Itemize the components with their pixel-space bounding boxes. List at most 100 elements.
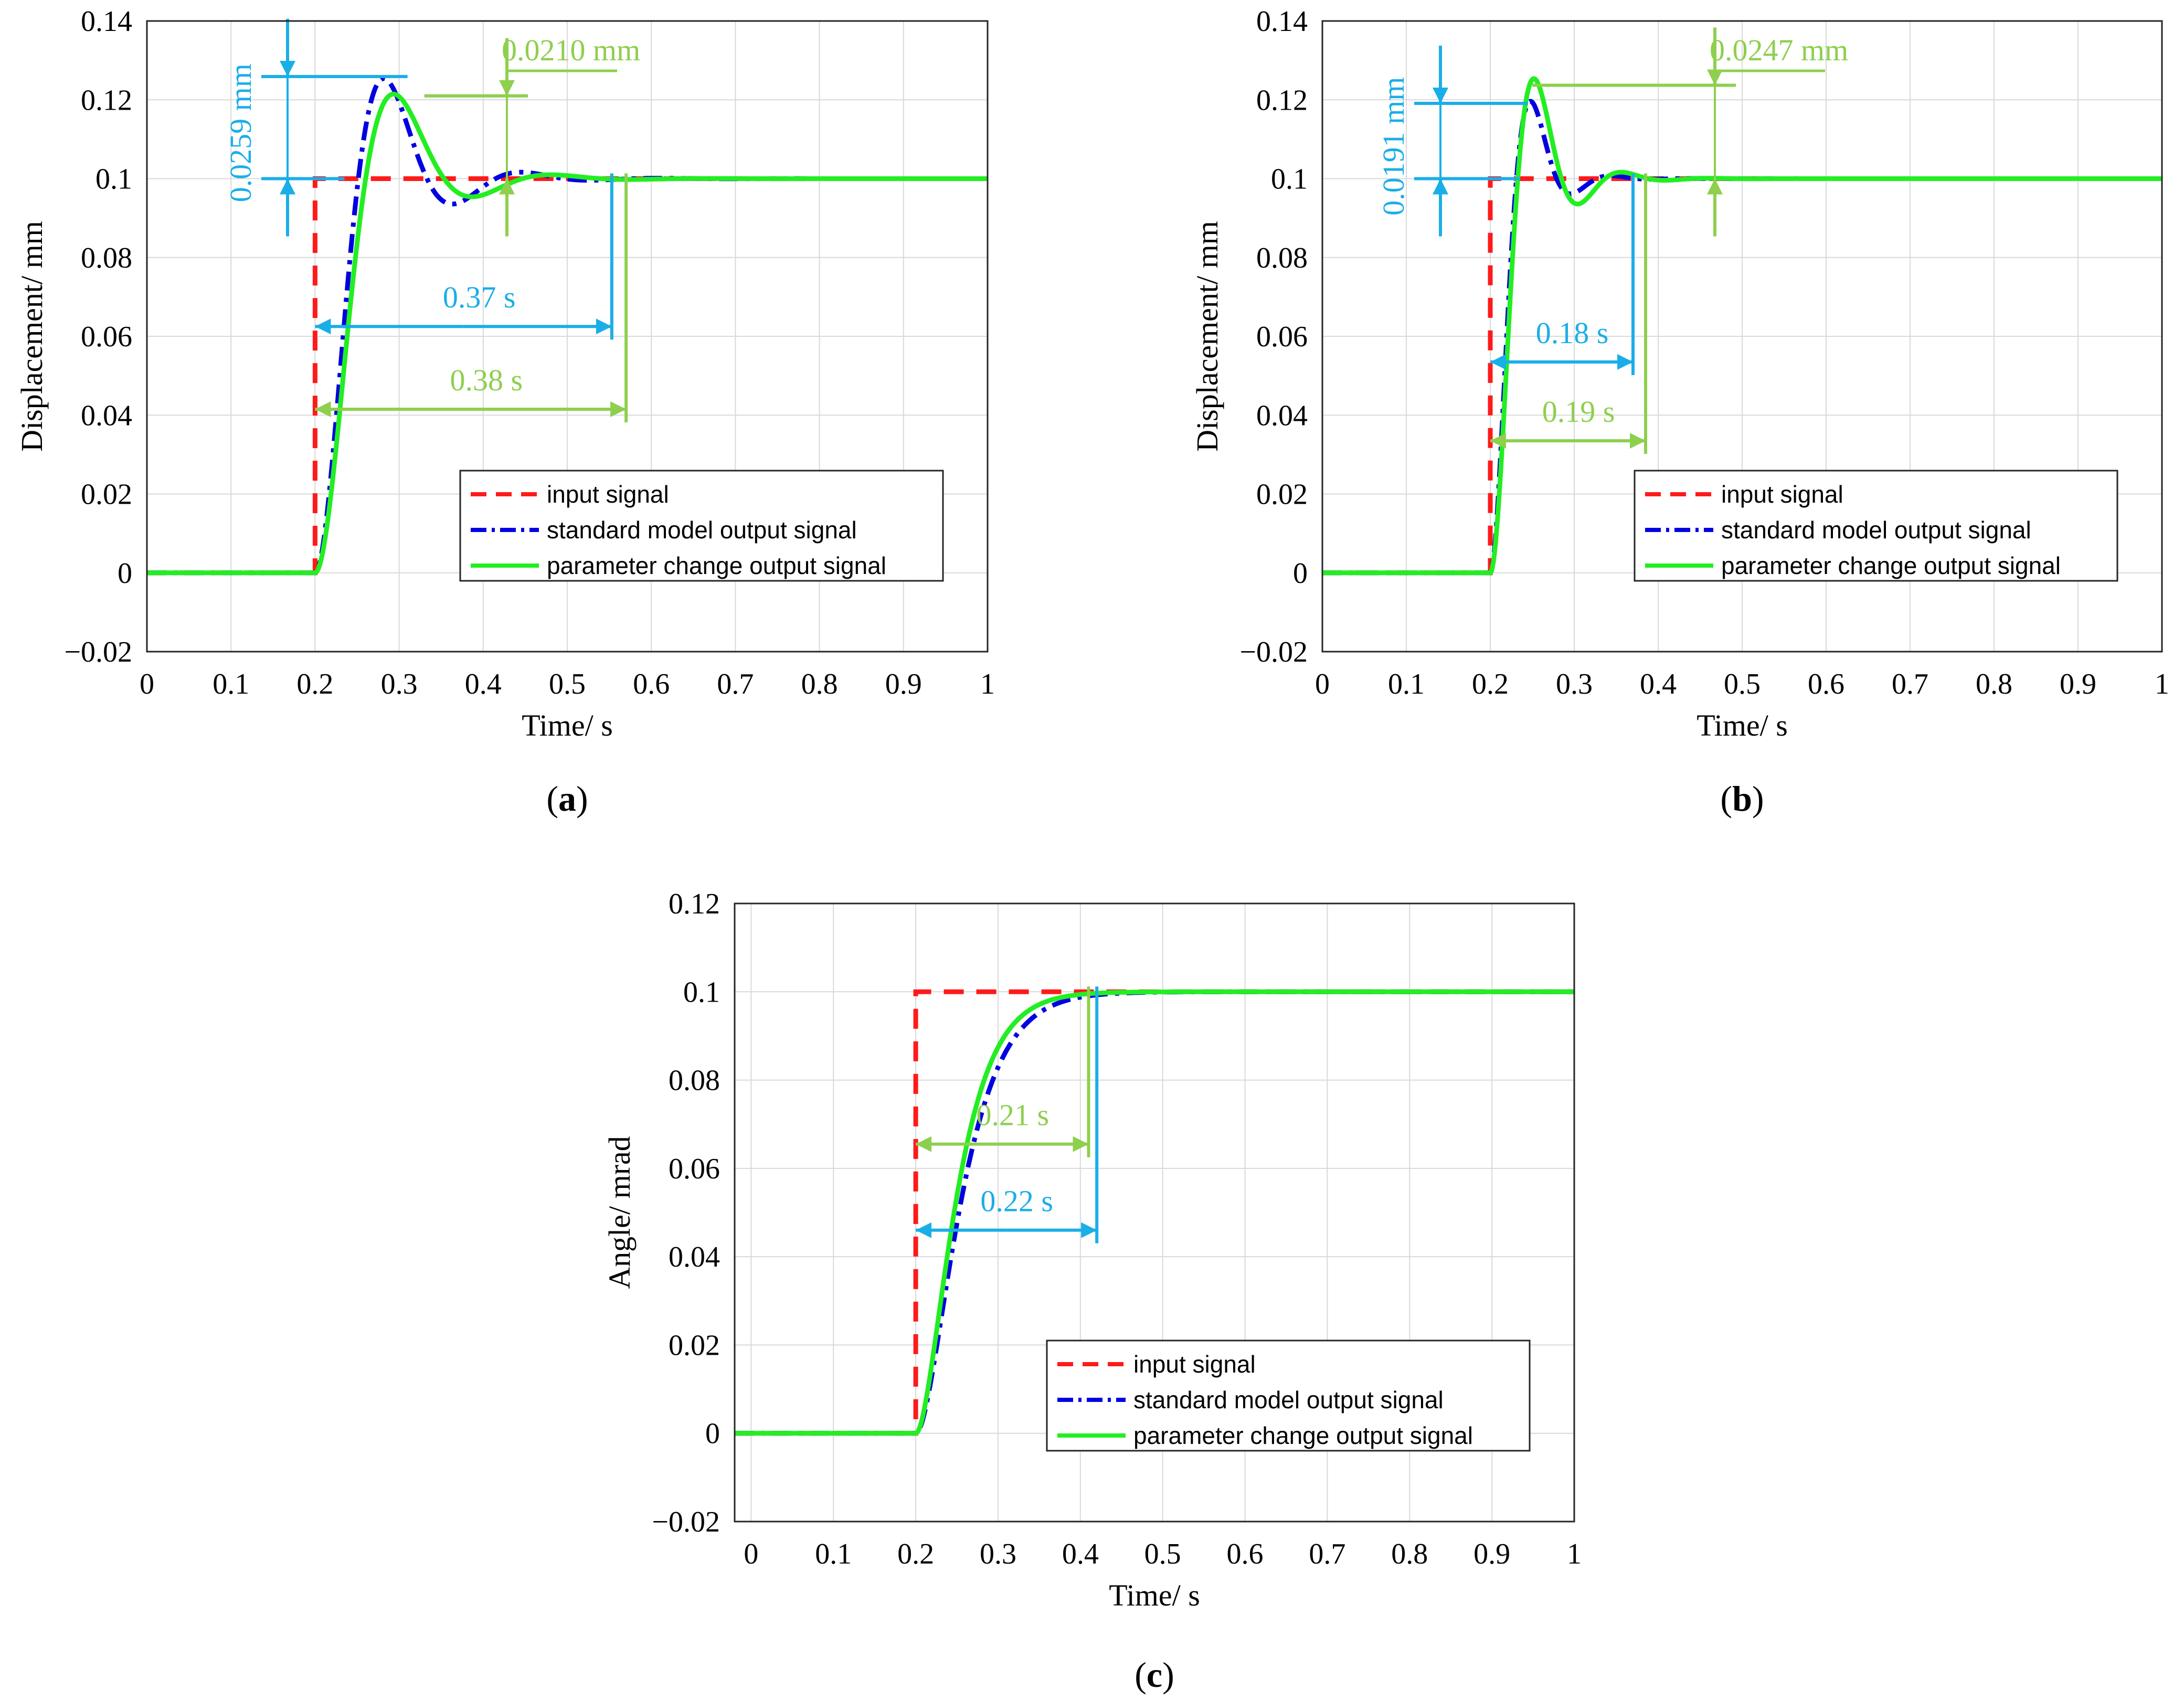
legend-label: standard model output signal [1721,516,2031,544]
series-group [1322,76,2162,576]
y-tick-label: 0.02 [81,479,132,511]
legend-label: standard model output signal [547,516,857,544]
x-tick-label: 0.3 [980,1538,1016,1570]
y-tick-label: 0 [118,557,132,590]
x-tick-label: 0.9 [885,668,922,700]
y-tick-label: 0 [705,1418,720,1450]
settle-green-label: 0.21 s [977,1098,1049,1132]
overshoot-green-label: 0.0247 mm [1710,33,1848,67]
legend-label: input signal [547,481,669,508]
series-parameter-change [735,989,1574,1436]
plot-frame [734,902,1575,1523]
y-tick-label: 0.06 [669,1153,720,1185]
settle-green-label: 0.38 s [450,363,523,397]
y-tick-label: 0.14 [81,5,132,38]
y-tick-label: 0.08 [1256,242,1308,274]
settle-green-label: 0.19 s [1542,395,1615,429]
x-tick-label: 0.1 [1388,668,1425,700]
caption-paren-close: ) [1162,1655,1174,1695]
x-tick-label: 1 [1567,1538,1582,1570]
caption-paren-open: ( [1720,779,1732,818]
x-tick-label: 0.2 [897,1538,934,1570]
legend-label: input signal [1721,481,1843,508]
y-tick-label: −0.02 [1239,636,1308,668]
x-axis-label: Time/ s [522,708,613,742]
x-tick-label: 0.1 [815,1538,852,1570]
x-tick-label: 0.6 [1808,668,1844,700]
x-tick-label: 0.7 [717,668,754,700]
y-tick-label: 0.04 [669,1241,720,1273]
y-tick-label: 0.12 [669,888,720,920]
x-tick-label: 0.1 [213,668,249,700]
y-tick-label: 0.06 [1256,321,1308,353]
y-tick-label: −0.02 [652,1506,720,1538]
x-tick-label: 1 [980,668,995,700]
x-tick-label: 0.2 [296,668,333,700]
legend-label: input signal [1133,1351,1256,1378]
x-tick-label: 0.5 [1724,668,1761,700]
y-axis-label: Displacement/ mm [15,221,49,452]
y-tick-label: 0.02 [1256,479,1308,511]
x-tick-label: 0.4 [465,668,502,700]
caption-paren-open: ( [546,779,558,818]
x-tick-label: 0.4 [1062,1538,1099,1570]
settle-blue-label: 0.22 s [980,1184,1053,1218]
x-tick-label: 0.7 [1892,668,1928,700]
series-parameter-change [1322,76,2162,576]
panel-caption: (b) [1720,779,1764,818]
x-tick-label: 0.5 [1144,1538,1181,1570]
chart-a: 0 0.1 0.2 0.3 0.4 0.5 0.6 0.7 0.8 0.9 1−0.0200.020… [15,5,995,818]
x-tick-label: 0.3 [1556,668,1593,700]
series-group [147,76,988,576]
x-tick-label: 0.6 [1227,1538,1264,1570]
chart-b: 0 0.1 0.2 0.3 0.4 0.5 0.6 0.7 0.8 0.9 1−0.0200.020… [1190,5,2169,818]
panel-caption: (a) [546,779,588,818]
series-group [735,989,1574,1436]
x-tick-label: 0.4 [1640,668,1677,700]
y-tick-label: 0.14 [1256,5,1308,38]
x-tick-label: 0.9 [1473,1538,1510,1570]
chart-c: 0 0.1 0.2 0.3 0.4 0.5 0.6 0.7 0.8 0.9 1 −0.02 0 0.02 0… [602,888,1582,1695]
y-tick-label: 0.1 [96,163,132,196]
y-tick-label: 0.12 [1256,84,1308,116]
overshoot-green-label: 0.0210 mm [502,33,640,67]
x-tick-label: 0.8 [1976,668,2012,700]
series-parameter-change [147,91,988,576]
x-tick-label: 0 [744,1538,758,1570]
legend-box [459,470,944,582]
x-tick-label: 0 [1315,668,1330,700]
y-tick-label: 0.04 [81,399,132,432]
x-tick-label: 0.5 [549,668,586,700]
caption-letter: b [1732,779,1752,818]
panel-caption: (c) [1135,1655,1174,1695]
y-tick-label: 0.1 [1271,163,1308,196]
caption-letter: a [558,779,576,818]
x-tick-label: 0.8 [1391,1538,1428,1570]
caption-letter: c [1147,1655,1162,1695]
legend-box [1046,1339,1531,1452]
legend: input signal standard model output signal… [1634,470,2118,582]
x-tick-label: 0.7 [1309,1538,1345,1570]
overshoot-blue-label: 0.0259 mm [224,63,258,202]
x-tick-label: 0 [140,668,154,700]
settle-blue-label: 0.37 s [443,280,516,314]
caption-paren-close: ) [576,779,588,818]
legend-label: parameter change output signal [1133,1422,1473,1449]
caption-paren-open: ( [1135,1655,1147,1695]
legend-label: parameter change output signal [1721,552,2061,579]
x-tick-label: 0.3 [381,668,418,700]
y-tick-label: 0.04 [1256,399,1308,432]
legend: input signal standard model output signal… [459,470,944,582]
y-tick-label: 0.08 [669,1065,720,1097]
x-tick-label: 1 [2155,668,2169,700]
overshoot-blue-label: 0.0191 mm [1376,77,1411,216]
y-tick-label: 0.1 [683,976,720,1008]
y-tick-label: 0.06 [81,321,132,353]
x-axis-label: Time/ s [1109,1578,1200,1612]
x-axis-label: Time/ s [1697,708,1788,742]
y-tick-label: 0.12 [81,84,132,116]
y-tick-label: −0.02 [64,636,132,668]
legend-label: parameter change output signal [547,552,886,579]
caption-paren-close: ) [1752,779,1764,818]
